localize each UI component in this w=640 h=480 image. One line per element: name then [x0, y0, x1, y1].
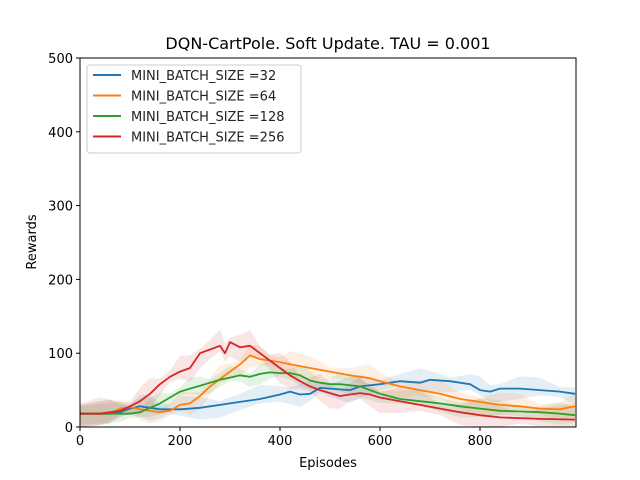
legend-box: [86, 64, 302, 154]
series-line-2: [80, 371, 576, 417]
legend-label-1: MINI_BATCH_SIZE =64: [131, 90, 276, 105]
y-tick-label: 500: [48, 52, 73, 67]
x-axis-label: Episodes: [299, 456, 357, 471]
x-tick-label: 800: [468, 434, 493, 449]
legend-label-0: MINI_BATCH_SIZE =32: [131, 69, 276, 84]
x-axis: 0 200 400 600 800: [76, 427, 493, 449]
series-line-0: [80, 378, 576, 415]
series-lines: [80, 341, 576, 421]
y-axis-label: Rewards: [25, 214, 40, 269]
series-band-2: [80, 361, 575, 425]
series-line-3: [80, 341, 576, 421]
x-tick-label: 400: [268, 434, 293, 449]
series-band-3: [80, 329, 575, 427]
y-tick-label: 0: [65, 421, 73, 436]
series-band-0: [80, 368, 575, 427]
x-tick-label: 600: [368, 434, 393, 449]
x-tick-label: 0: [76, 434, 84, 449]
confidence-bands: [80, 329, 575, 427]
legend-label-3: MINI_BATCH_SIZE =256: [131, 131, 285, 146]
y-tick-label: 100: [48, 347, 73, 362]
y-tick-label: 400: [48, 126, 73, 141]
plot-frame: [79, 57, 577, 428]
legend: MINI_BATCH_SIZE =32 MINI_BATCH_SIZE =64 MI…: [86, 64, 302, 154]
y-tick-label: 300: [48, 200, 73, 215]
y-axis: 0 100 200 300 400 500: [48, 52, 80, 436]
legend-label-2: MINI_BATCH_SIZE =128: [131, 110, 285, 125]
chart-title: DQN-CartPole. Soft Update. TAU = 0.001: [165, 34, 490, 53]
y-tick-label: 200: [48, 273, 73, 288]
x-tick-label: 200: [168, 434, 193, 449]
